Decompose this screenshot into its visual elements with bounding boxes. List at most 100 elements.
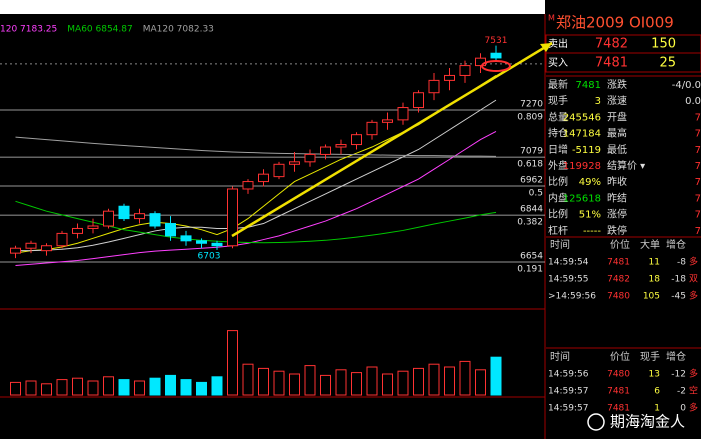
stat-label: 内盘	[548, 191, 568, 204]
volume-bar	[227, 330, 238, 396]
candle-body	[41, 245, 52, 252]
table-cell: 13	[649, 370, 660, 380]
table-header: 增仓	[666, 350, 686, 363]
stat-value: 147184	[563, 129, 601, 140]
level-ratio: 0.191	[517, 265, 543, 275]
candle-body	[304, 153, 316, 163]
candle-body	[351, 134, 362, 146]
table-cell: -18	[671, 275, 686, 285]
volume-bar	[320, 374, 331, 396]
candle-body	[56, 232, 68, 247]
candle-body	[180, 235, 192, 242]
marker: M	[548, 14, 555, 23]
high-label: 7531	[485, 36, 508, 46]
table-cell: -8	[677, 258, 686, 268]
volume-bar	[382, 373, 393, 396]
ma-legend: MA120 7082.33	[143, 25, 214, 35]
volume-bar	[134, 380, 145, 396]
stat-label: 涨速	[607, 95, 627, 107]
volume-bar	[10, 381, 21, 396]
level-ratio: 0.809	[517, 113, 543, 123]
volume-bar	[475, 369, 486, 396]
table-cell: 双	[689, 274, 698, 285]
ma-legend: MA60 6854.87	[67, 25, 132, 35]
candle-body	[103, 210, 114, 227]
candle-body	[72, 227, 83, 234]
volume-bar	[211, 376, 223, 396]
table-cell: 7480	[607, 370, 630, 380]
stat-value: -----	[583, 226, 601, 237]
level-price: 6654	[520, 252, 543, 262]
level-price: 6962	[520, 176, 543, 186]
candle-body	[242, 181, 254, 190]
stat-value: 119928	[563, 161, 601, 172]
ma-line	[15, 200, 497, 244]
candle-body	[428, 79, 440, 94]
volume-bar	[25, 380, 37, 396]
stat-value: 7	[695, 112, 701, 123]
candle-body	[227, 188, 238, 247]
candle-body	[444, 74, 455, 81]
volume-bar	[335, 369, 347, 396]
volume-bar	[428, 363, 440, 396]
table-cell: 7481	[607, 387, 630, 397]
volume-bar	[87, 380, 99, 396]
table-cell: 7480	[607, 292, 630, 302]
volume-bar	[397, 370, 409, 396]
stat-value: -5119	[572, 145, 601, 156]
stat-value: -4/0.0	[672, 80, 701, 91]
volume-bar	[180, 379, 192, 396]
volume-bar	[56, 379, 68, 396]
ma-line	[15, 136, 497, 157]
volume-bar	[289, 373, 300, 396]
volume-bar	[413, 367, 424, 396]
candle-body	[118, 205, 130, 220]
table-cell: 14:59:56	[548, 370, 589, 380]
stat-label: 日增	[548, 143, 568, 156]
volume-bar	[41, 383, 52, 396]
table-cell: >14:59:56	[548, 292, 596, 302]
candle-body	[211, 242, 223, 247]
stat-label: 开盘	[607, 110, 627, 123]
price-highlight	[481, 60, 511, 72]
stat-value: 7	[695, 145, 701, 156]
candle-body	[87, 225, 99, 229]
quote-price: 7482	[595, 37, 628, 52]
candle-body	[258, 173, 269, 183]
table-cell: 多	[689, 368, 698, 380]
stat-value: 7	[695, 129, 701, 140]
volume-bar	[118, 379, 130, 396]
stat-label: 最高	[607, 127, 627, 140]
stat-label: 杠杆	[548, 224, 568, 237]
drawn-trendline	[231, 41, 553, 238]
table-cell: 14:59:57	[548, 404, 588, 414]
table-cell: 7481	[607, 258, 630, 268]
stat-label: 结算价 ▾	[607, 159, 645, 172]
table-cell: 1	[654, 404, 660, 414]
ma-line	[15, 131, 497, 266]
stat-value: 7	[695, 177, 701, 188]
quote-panel: M 郑油2009 OI009 卖出 7482 150 买入 7481 25 最新 7481 涨跌 -4…	[548, 14, 701, 414]
candle-body	[196, 240, 207, 244]
stat-label: 跌停	[607, 224, 627, 237]
stat-value: 3	[595, 96, 601, 107]
table-cell: 14:59:54	[548, 258, 589, 268]
table-cell: 多	[689, 290, 698, 302]
volume-bar	[196, 381, 207, 396]
table-cell: 7482	[607, 275, 630, 285]
table-header: 时间	[550, 238, 570, 251]
candle-body	[10, 247, 21, 254]
table-header: 价位	[610, 350, 630, 363]
stat-label: 最低	[607, 143, 627, 156]
stat-label: 最新	[548, 78, 568, 91]
quote-volume: 150	[651, 37, 676, 52]
volume-bar	[72, 377, 83, 396]
volume-bar	[366, 366, 378, 396]
table-cell: 多	[689, 256, 698, 268]
level-ratio: 0.618	[517, 160, 543, 170]
stat-value: 125618	[563, 193, 601, 204]
stat-value: 51%	[579, 210, 601, 221]
candle-body	[165, 223, 176, 237]
level-price: 6844	[520, 205, 543, 215]
